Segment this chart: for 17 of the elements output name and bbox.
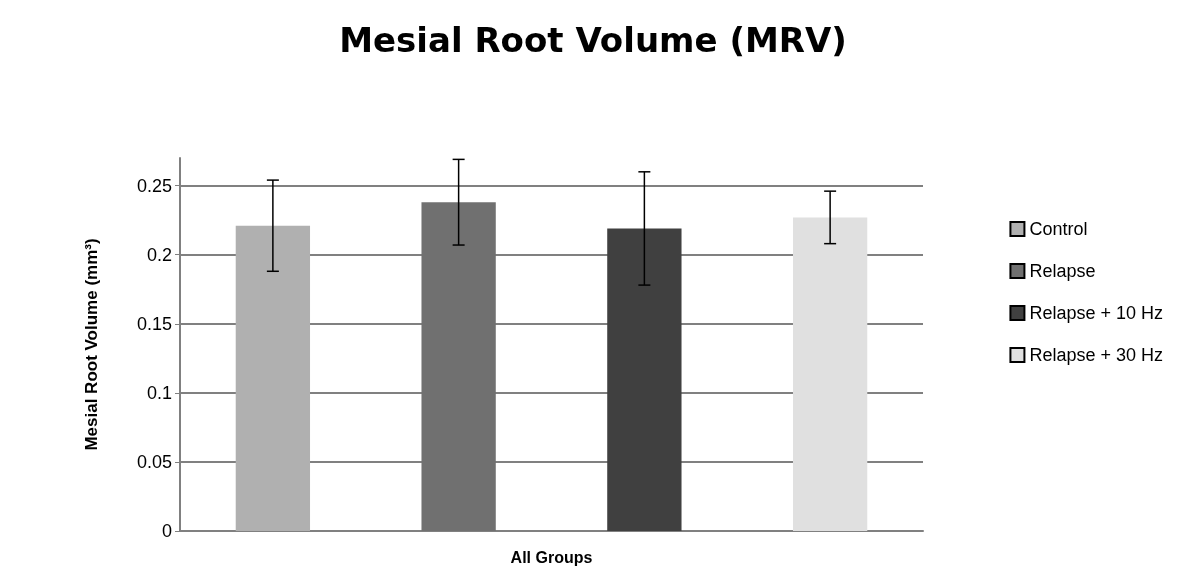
chart-title: Mesial Root Volume (MRV) <box>339 20 847 60</box>
bar <box>607 228 682 531</box>
bar <box>235 225 311 531</box>
legend-label: Relapse + 30 Hz <box>1029 345 1163 365</box>
legend-label: Relapse + 10 Hz <box>1029 303 1163 323</box>
y-axis-title: Mesial Root Volume (mm³) <box>82 238 101 451</box>
y-tick-label: 0.25 <box>136 175 172 196</box>
y-tick-label: 0.2 <box>146 244 172 265</box>
legend-label: Relapse <box>1029 261 1096 281</box>
y-tick-label: 0.05 <box>136 451 172 472</box>
x-axis-title: All Groups <box>510 548 593 566</box>
bar <box>421 202 496 531</box>
y-tick-label: 0 <box>161 521 172 541</box>
y-tick-label: 0.15 <box>136 313 172 334</box>
legend-label: Control <box>1029 219 1088 239</box>
y-tick-label: 0.1 <box>146 382 172 403</box>
bar <box>792 217 868 531</box>
